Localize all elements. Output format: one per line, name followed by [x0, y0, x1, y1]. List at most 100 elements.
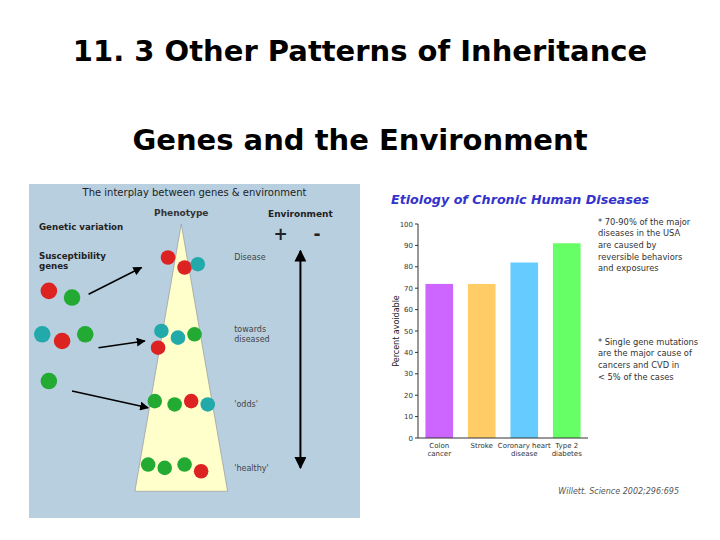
y-tick-label: 60 — [404, 306, 413, 314]
label-line: 'healthy' — [234, 464, 268, 473]
diagram-dot — [184, 394, 199, 409]
citation-line: Willett. Science 2002;296:695 — [558, 487, 679, 496]
x-tick-label: Coronary heartdisease — [498, 442, 551, 458]
label: Disease — [234, 253, 266, 262]
label: 'odds' — [234, 400, 258, 409]
note-line: are the major cause of — [598, 348, 693, 358]
y-tick-label: 10 — [404, 413, 413, 421]
subheading-line: Genes and the Environment — [132, 123, 587, 157]
x-tick-label-line: cancer — [427, 450, 451, 458]
note-line: cancers and CVD in — [598, 360, 679, 370]
gene-dot — [41, 283, 58, 300]
y-tick-label: 30 — [404, 370, 413, 378]
diagram-dot — [154, 324, 169, 339]
note-line: < 5% of the cases — [598, 372, 674, 382]
label: Susceptibilitygenes — [39, 251, 106, 271]
diagram-title: The interplay between genes & environmen… — [82, 187, 307, 198]
y-axis-label-line: Percent avoidable — [392, 295, 401, 367]
label-line: Disease — [234, 253, 266, 262]
label: 'healthy' — [234, 464, 268, 473]
y-tick — [415, 331, 418, 332]
y-tick — [415, 438, 418, 439]
bars — [425, 243, 580, 438]
chart-title: Etiology of Chronic Human Diseases — [391, 192, 650, 207]
diagram-arrow — [72, 391, 148, 408]
label: Phenotype — [154, 208, 208, 218]
note: * Single gene mutationsare the major cau… — [598, 337, 698, 382]
diagram-dot — [147, 394, 162, 409]
y-tick-label: 70 — [404, 285, 413, 293]
heading-line: 11. 3 Other Patterns of Inheritance — [73, 34, 647, 68]
diagram-dot — [187, 327, 202, 342]
diagram-dot — [167, 397, 182, 412]
y-tick — [415, 309, 418, 310]
x-tick-label-line: diabetes — [552, 450, 582, 458]
y-tick — [415, 245, 418, 246]
bar — [468, 284, 496, 438]
x-tick-label-line: Coronary heart — [498, 442, 551, 450]
label-line: genes — [39, 261, 68, 271]
note-line: * 70-90% of the major — [598, 217, 691, 227]
diagram-background — [29, 184, 360, 518]
x-tick-label-line: disease — [511, 450, 538, 458]
y-tick-label: 0 — [409, 435, 413, 443]
phenotype-cone — [135, 224, 228, 491]
gene-dot — [54, 333, 71, 350]
label: Genetic variation — [39, 222, 123, 232]
label: towardsdiseased — [234, 325, 269, 344]
x-tick-label-line: Stroke — [471, 442, 493, 450]
note-line: are caused by — [598, 240, 657, 250]
x-tick-label-line: Type 2 — [554, 442, 578, 450]
note: * 70-90% of the majordiseases in the USA… — [598, 217, 691, 273]
y-tick-label: 90 — [404, 242, 413, 250]
diagram-dot — [194, 464, 209, 479]
y-tick — [415, 224, 418, 225]
y-axis-label: Percent avoidable — [392, 295, 401, 367]
diagram-dot — [151, 340, 166, 355]
note-line: and exposures — [598, 263, 659, 273]
x-tick-label: Coloncancer — [427, 442, 451, 458]
bar — [510, 263, 538, 438]
background — [0, 0, 720, 540]
diagram-dot — [191, 257, 206, 272]
subheading: Genes and the Environment — [132, 123, 587, 157]
bar — [553, 243, 581, 438]
label: - — [313, 224, 320, 244]
gene-dot — [34, 326, 51, 343]
label-line: Environment — [268, 209, 333, 219]
label-line: Phenotype — [154, 208, 208, 218]
chart-title-line: Etiology of Chronic Human Diseases — [391, 192, 650, 207]
label: + — [273, 224, 287, 244]
x-tick-label-line: Colon — [429, 442, 449, 450]
diagram: The interplay between genes & environmen… — [29, 184, 360, 518]
y-tick-label: 50 — [404, 328, 413, 336]
label-line: 'odds' — [234, 400, 258, 409]
y-tick-label: 20 — [404, 392, 413, 400]
note-line: diseases in the USA — [598, 228, 680, 238]
label-line: Genetic variation — [39, 222, 123, 232]
note-line: * Single gene mutations — [598, 337, 698, 347]
label-line: Susceptibility — [39, 251, 106, 261]
gene-dot — [41, 373, 58, 390]
diagram-arrow — [99, 341, 145, 348]
diagram-dot — [157, 461, 172, 476]
label-line: towards — [234, 325, 266, 334]
label-line: + — [273, 224, 287, 244]
y-tick-label: 100 — [400, 221, 413, 229]
y-tick-label: 80 — [404, 263, 413, 271]
y-tick — [415, 373, 418, 374]
y-tick-label: 40 — [404, 349, 413, 357]
diagram-dot — [200, 397, 215, 412]
figure: 11. 3 Other Patterns of Inheritance Genes… — [0, 0, 720, 540]
note-line: reversible behaviors — [598, 252, 682, 262]
diagram-title-line: The interplay between genes & environmen… — [82, 187, 307, 198]
diagram-dot — [177, 457, 192, 472]
y-tick — [415, 288, 418, 289]
citation: Willett. Science 2002;296:695 — [558, 487, 679, 496]
diagram-dot — [161, 250, 176, 265]
diagram-arrow — [89, 268, 142, 295]
x-axis — [418, 438, 588, 439]
y-tick — [415, 352, 418, 353]
gene-dot — [64, 289, 81, 306]
y-tick — [415, 395, 418, 396]
